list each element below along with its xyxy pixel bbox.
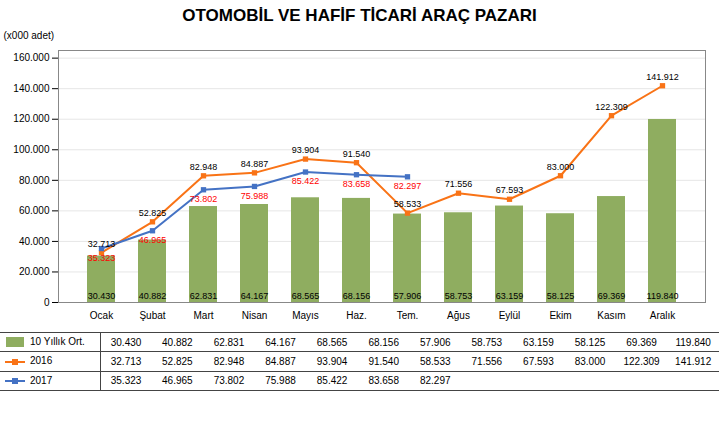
html-text:2017: 2017 bbox=[30, 374, 53, 386]
svg-text:40.882: 40.882 bbox=[139, 291, 167, 301]
svg-text:68.565: 68.565 bbox=[292, 291, 320, 301]
svg-text:91.540: 91.540 bbox=[343, 149, 371, 159]
svg-text:Eylül: Eylül bbox=[499, 310, 521, 321]
html-text:35.323: 35.323 bbox=[110, 375, 142, 387]
html-text:58.125: 58.125 bbox=[574, 336, 606, 348]
html-text:58.533: 58.533 bbox=[420, 356, 451, 367]
html-text:91.540: 91.540 bbox=[368, 356, 399, 367]
html-text:119.840: 119.840 bbox=[675, 336, 711, 348]
svg-text:58.533: 58.533 bbox=[394, 199, 422, 209]
html-text:68.156: 68.156 bbox=[368, 336, 399, 348]
svg-text:82.297: 82.297 bbox=[394, 181, 422, 191]
svg-text:73.802: 73.802 bbox=[190, 194, 218, 204]
svg-text:Şubat: Şubat bbox=[139, 310, 165, 321]
svg-text:71.556: 71.556 bbox=[445, 179, 473, 189]
svg-text:62.831: 62.831 bbox=[190, 291, 218, 301]
svg-text:82.948: 82.948 bbox=[190, 162, 218, 172]
svg-text:120.000: 120.000 bbox=[13, 113, 50, 124]
svg-text:40.000: 40.000 bbox=[19, 236, 50, 247]
svg-text:58.753: 58.753 bbox=[445, 291, 473, 301]
html-text:62.831: 62.831 bbox=[213, 336, 245, 348]
svg-text:57.906: 57.906 bbox=[394, 291, 422, 301]
svg-text:100.000: 100.000 bbox=[13, 144, 50, 155]
svg-text:69.369: 69.369 bbox=[598, 291, 626, 301]
html-text:32.713: 32.713 bbox=[110, 356, 142, 367]
svg-text:Aralık: Aralık bbox=[650, 310, 677, 321]
html-text:67.593: 67.593 bbox=[523, 356, 554, 367]
html-text:83.000: 83.000 bbox=[574, 356, 606, 367]
svg-text:35.323: 35.323 bbox=[88, 253, 116, 263]
html-text:83.658: 83.658 bbox=[368, 375, 399, 387]
html-text:82.297: 82.297 bbox=[420, 375, 451, 387]
svg-text:141.912: 141.912 bbox=[646, 72, 679, 82]
svg-text:Ağus: Ağus bbox=[447, 310, 470, 321]
svg-text:Kasım: Kasım bbox=[597, 310, 625, 321]
html-text:58.753: 58.753 bbox=[471, 336, 503, 348]
svg-text:75.988: 75.988 bbox=[241, 191, 269, 201]
svg-text:140.000: 140.000 bbox=[13, 83, 50, 94]
svg-text:60.000: 60.000 bbox=[19, 205, 50, 216]
html-text:68.565: 68.565 bbox=[316, 336, 348, 348]
html-text:40.882: 40.882 bbox=[162, 336, 193, 348]
svg-text:0: 0 bbox=[44, 297, 50, 308]
html-text:46.965: 46.965 bbox=[162, 375, 193, 387]
html-text:141.912: 141.912 bbox=[675, 356, 712, 367]
svg-text:63.159: 63.159 bbox=[496, 291, 524, 301]
svg-text:Mart: Mart bbox=[194, 310, 214, 321]
svg-text:(x000 adet): (x000 adet) bbox=[4, 30, 55, 41]
svg-text:93.904: 93.904 bbox=[292, 145, 320, 155]
html-text:OTOMOBİL VE HAFİF TİCARİ ARAÇ: OTOMOBİL VE HAFİF TİCARİ ARAÇ PAZARI bbox=[182, 6, 537, 25]
svg-text:30.430: 30.430 bbox=[88, 291, 116, 301]
html-text:30.430: 30.430 bbox=[110, 336, 142, 348]
svg-text:80.000: 80.000 bbox=[19, 175, 50, 186]
svg-text:32.713: 32.713 bbox=[88, 239, 116, 249]
svg-text:85.422: 85.422 bbox=[292, 176, 320, 186]
html-text:10 Yıllık Ort.: 10 Yıllık Ort. bbox=[30, 336, 85, 347]
html-text:63.159: 63.159 bbox=[523, 336, 554, 348]
svg-text:67.593: 67.593 bbox=[496, 185, 524, 195]
html-text:82.948: 82.948 bbox=[213, 356, 245, 367]
svg-text:20.000: 20.000 bbox=[19, 266, 50, 277]
html-text:84.887: 84.887 bbox=[265, 356, 296, 367]
html-text:73.802: 73.802 bbox=[213, 375, 245, 387]
svg-text:83.000: 83.000 bbox=[547, 162, 575, 172]
svg-text:46.965: 46.965 bbox=[139, 235, 167, 245]
svg-text:58.125: 58.125 bbox=[547, 291, 575, 301]
svg-text:52.825: 52.825 bbox=[139, 208, 167, 218]
svg-text:Ocak: Ocak bbox=[90, 310, 114, 321]
html-text:122.309: 122.309 bbox=[623, 356, 660, 367]
html-text:69.369: 69.369 bbox=[626, 336, 657, 348]
svg-text:68.156: 68.156 bbox=[343, 291, 371, 301]
svg-text:119.840: 119.840 bbox=[647, 291, 679, 301]
html-text:71.556: 71.556 bbox=[471, 356, 503, 367]
svg-text:83.658: 83.658 bbox=[343, 179, 371, 189]
html-text:52.825: 52.825 bbox=[162, 356, 193, 367]
svg-text:64.167: 64.167 bbox=[241, 291, 269, 301]
html-text:64.167: 64.167 bbox=[265, 336, 296, 348]
svg-text:Ekim: Ekim bbox=[549, 310, 571, 321]
svg-text:160.000: 160.000 bbox=[13, 52, 50, 63]
html-text:75.988: 75.988 bbox=[265, 375, 296, 387]
svg-text:Haz.: Haz. bbox=[346, 310, 367, 321]
html-text:57.906: 57.906 bbox=[420, 336, 451, 348]
svg-text:Nisan: Nisan bbox=[242, 310, 268, 321]
html-text:2016: 2016 bbox=[30, 355, 53, 367]
svg-text:Mayıs: Mayıs bbox=[292, 310, 319, 321]
svg-text:122.309: 122.309 bbox=[595, 102, 628, 112]
svg-text:84.887: 84.887 bbox=[241, 159, 269, 169]
html-text:93.904: 93.904 bbox=[316, 356, 348, 367]
html-text:85.422: 85.422 bbox=[316, 375, 348, 387]
svg-text:Tem.: Tem. bbox=[397, 310, 419, 321]
